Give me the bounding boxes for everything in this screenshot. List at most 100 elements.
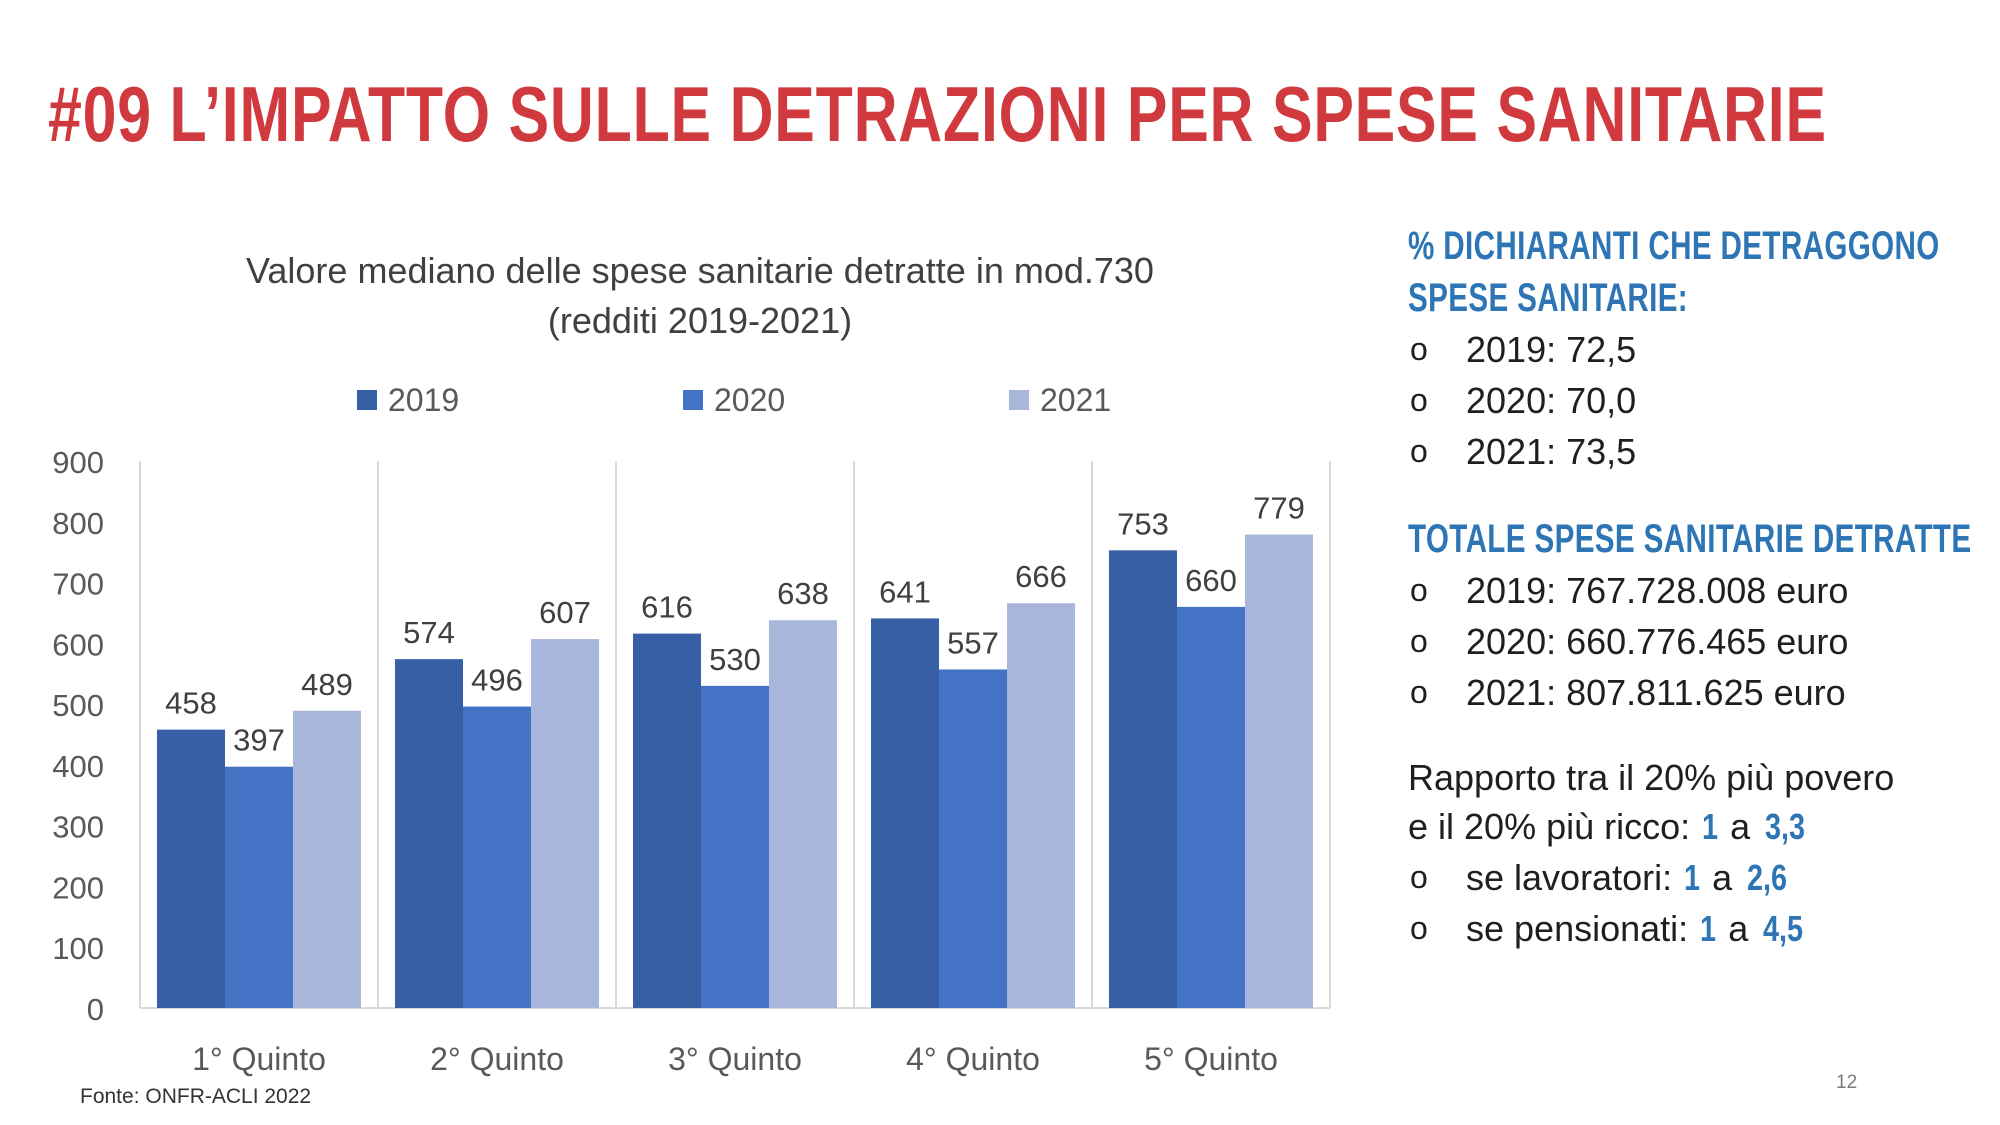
bar-2019 (633, 633, 701, 1008)
data-label: 530 (709, 642, 761, 677)
y-tick-label: 300 (52, 810, 104, 845)
list-item-text: 2020: 70,0 (1466, 380, 1637, 421)
y-tick-label: 600 (52, 627, 104, 662)
y-tick-label: 900 (52, 445, 104, 480)
y-tick-label: 500 (52, 688, 104, 723)
bar-2020 (225, 766, 293, 1008)
ratio-intro-line1: Rapporto tra il 20% più povero (1408, 757, 1895, 798)
bar-2021 (769, 620, 837, 1008)
list-item-text: 2019: 72,5 (1466, 329, 1637, 370)
legend-swatch (1009, 390, 1029, 410)
ratio-separator: a (1720, 806, 1761, 847)
y-tick-label: 100 (52, 931, 104, 966)
x-tick-label: 4° Quinto (906, 1041, 1040, 1077)
bar-chart: 0 100 200 300 400 500 600 700 800 900 458 574 616 641… (52, 382, 1331, 1077)
slide-title: #09 L’IMPATTO SULLE DETRAZIONI PER SPESE… (48, 70, 1827, 158)
ratio-row-label: se lavoratori: (1466, 857, 1683, 898)
legend-label: 2021 (1040, 382, 1111, 418)
bar-2021 (1007, 603, 1075, 1008)
data-label: 607 (539, 595, 591, 630)
y-tick-label: 700 (52, 567, 104, 602)
ratio-value-a: 1 (1700, 908, 1717, 949)
x-tick-label: 1° Quinto (192, 1041, 326, 1077)
ratio-value-b: 3,3 (1765, 806, 1806, 847)
list-item-text: 2021: 807.811.625 euro (1466, 672, 1846, 713)
data-label: 660 (1185, 563, 1237, 598)
list-item-text: 2019: 767.728.008 euro (1466, 570, 1849, 611)
legend-swatch (683, 390, 703, 410)
list-item: o 2021: 807.811.625 euro (1408, 667, 1988, 718)
chart-title-block: Valore mediano delle spese sanitarie det… (140, 246, 1260, 346)
data-label: 641 (879, 574, 931, 609)
ratio-value-b: 2,6 (1747, 857, 1788, 898)
bar-2021 (293, 710, 361, 1008)
info-panel: % DICHIARANTI CHE DETRAGGONO SPESE SANIT… (1408, 220, 1988, 990)
bar-2021 (531, 639, 599, 1008)
list-item: o 2020: 660.776.465 euro (1408, 616, 1988, 667)
bar-2019 (395, 659, 463, 1008)
ratio-row-label: se pensionati: (1466, 908, 1699, 949)
bar-2019 (1109, 550, 1177, 1008)
bullet-icon: o (1410, 623, 1428, 659)
y-tick-label: 0 (87, 992, 104, 1027)
data-label: 753 (1117, 506, 1169, 541)
data-label: 397 (233, 723, 285, 758)
bar-2020 (463, 706, 531, 1008)
chart-title: Valore mediano delle spese sanitarie det… (246, 250, 1154, 291)
data-label: 496 (471, 663, 523, 698)
bullet-icon: o (1410, 382, 1428, 418)
ratio-separator: a (1702, 857, 1743, 898)
chart-subtitle: (redditi 2019-2021) (547, 300, 853, 341)
ratio-value-b: 4,5 (1763, 908, 1804, 949)
list-item: o 2019: 72,5 (1408, 324, 1988, 375)
x-tick-label: 5° Quinto (1144, 1041, 1278, 1077)
list-item: o 2019: 767.728.008 euro (1408, 565, 1988, 616)
data-label: 489 (301, 667, 353, 702)
bullet-icon: o (1410, 433, 1428, 469)
y-tick-label: 400 (52, 749, 104, 784)
bullet-icon: o (1410, 910, 1428, 946)
list-item-text: 2021: 73,5 (1466, 431, 1637, 472)
list-item: o 2021: 73,5 (1408, 426, 1988, 477)
ratio-intro-line2: e il 20% più ricco: 1 a 3,3 (1408, 802, 1988, 852)
y-tick-label: 800 (52, 506, 104, 541)
list-item: o se lavoratori: 1 a 2,6 (1408, 852, 1988, 903)
respondents-heading-line2: SPESE SANITARIE: (1408, 276, 1689, 320)
list-item: o 2020: 70,0 (1408, 375, 1988, 426)
ratio-value-a: 1 (1702, 806, 1719, 847)
data-label: 666 (1015, 559, 1067, 594)
data-label: 779 (1253, 491, 1305, 526)
bullet-icon: o (1410, 674, 1428, 710)
bullet-icon: o (1410, 859, 1428, 895)
legend-label: 2019 (388, 382, 459, 418)
bar-2020 (701, 685, 769, 1008)
y-tick-label: 200 (52, 870, 104, 905)
x-tick-label: 3° Quinto (668, 1041, 802, 1077)
data-label: 638 (777, 576, 829, 611)
bar-2019 (157, 729, 225, 1008)
respondents-list: o 2019: 72,5 o 2020: 70,0 o 2021: 73,5 (1408, 324, 1988, 477)
bullet-icon: o (1410, 572, 1428, 608)
ratio-list: o se lavoratori: 1 a 2,6 o se pensionati: … (1408, 852, 1988, 954)
page-number: 12 (1836, 1072, 1858, 1093)
legend-swatch (357, 390, 377, 410)
bar-2021 (1245, 534, 1313, 1008)
legend-label: 2020 (714, 382, 785, 418)
bullet-icon: o (1410, 331, 1428, 367)
ratio-value-a: 1 (1684, 857, 1701, 898)
bar-2020 (939, 669, 1007, 1008)
respondents-section: % DICHIARANTI CHE DETRAGGONO SPESE SANIT… (1408, 220, 1988, 477)
totals-heading: TOTALE SPESE SANITARIE DETRATTE (1408, 517, 1972, 561)
list-item: o se pensionati: 1 a 4,5 (1408, 903, 1988, 954)
data-label: 458 (165, 686, 217, 721)
ratio-section: Rapporto tra il 20% più povero e il 20% … (1408, 754, 1988, 954)
data-label: 616 (641, 590, 693, 625)
data-label: 557 (947, 625, 999, 660)
totals-section: TOTALE SPESE SANITARIE DETRATTE o 2019: 7… (1408, 513, 1988, 718)
respondents-heading-line1: % DICHIARANTI CHE DETRAGGONO (1408, 224, 1940, 268)
x-tick-label: 2° Quinto (430, 1041, 564, 1077)
source-note: Fonte: ONFR-ACLI 2022 (80, 1085, 312, 1108)
bar-2020 (1177, 606, 1245, 1008)
ratio-intro-prefix: e il 20% più ricco: (1408, 806, 1701, 847)
bar-2019 (871, 618, 939, 1008)
